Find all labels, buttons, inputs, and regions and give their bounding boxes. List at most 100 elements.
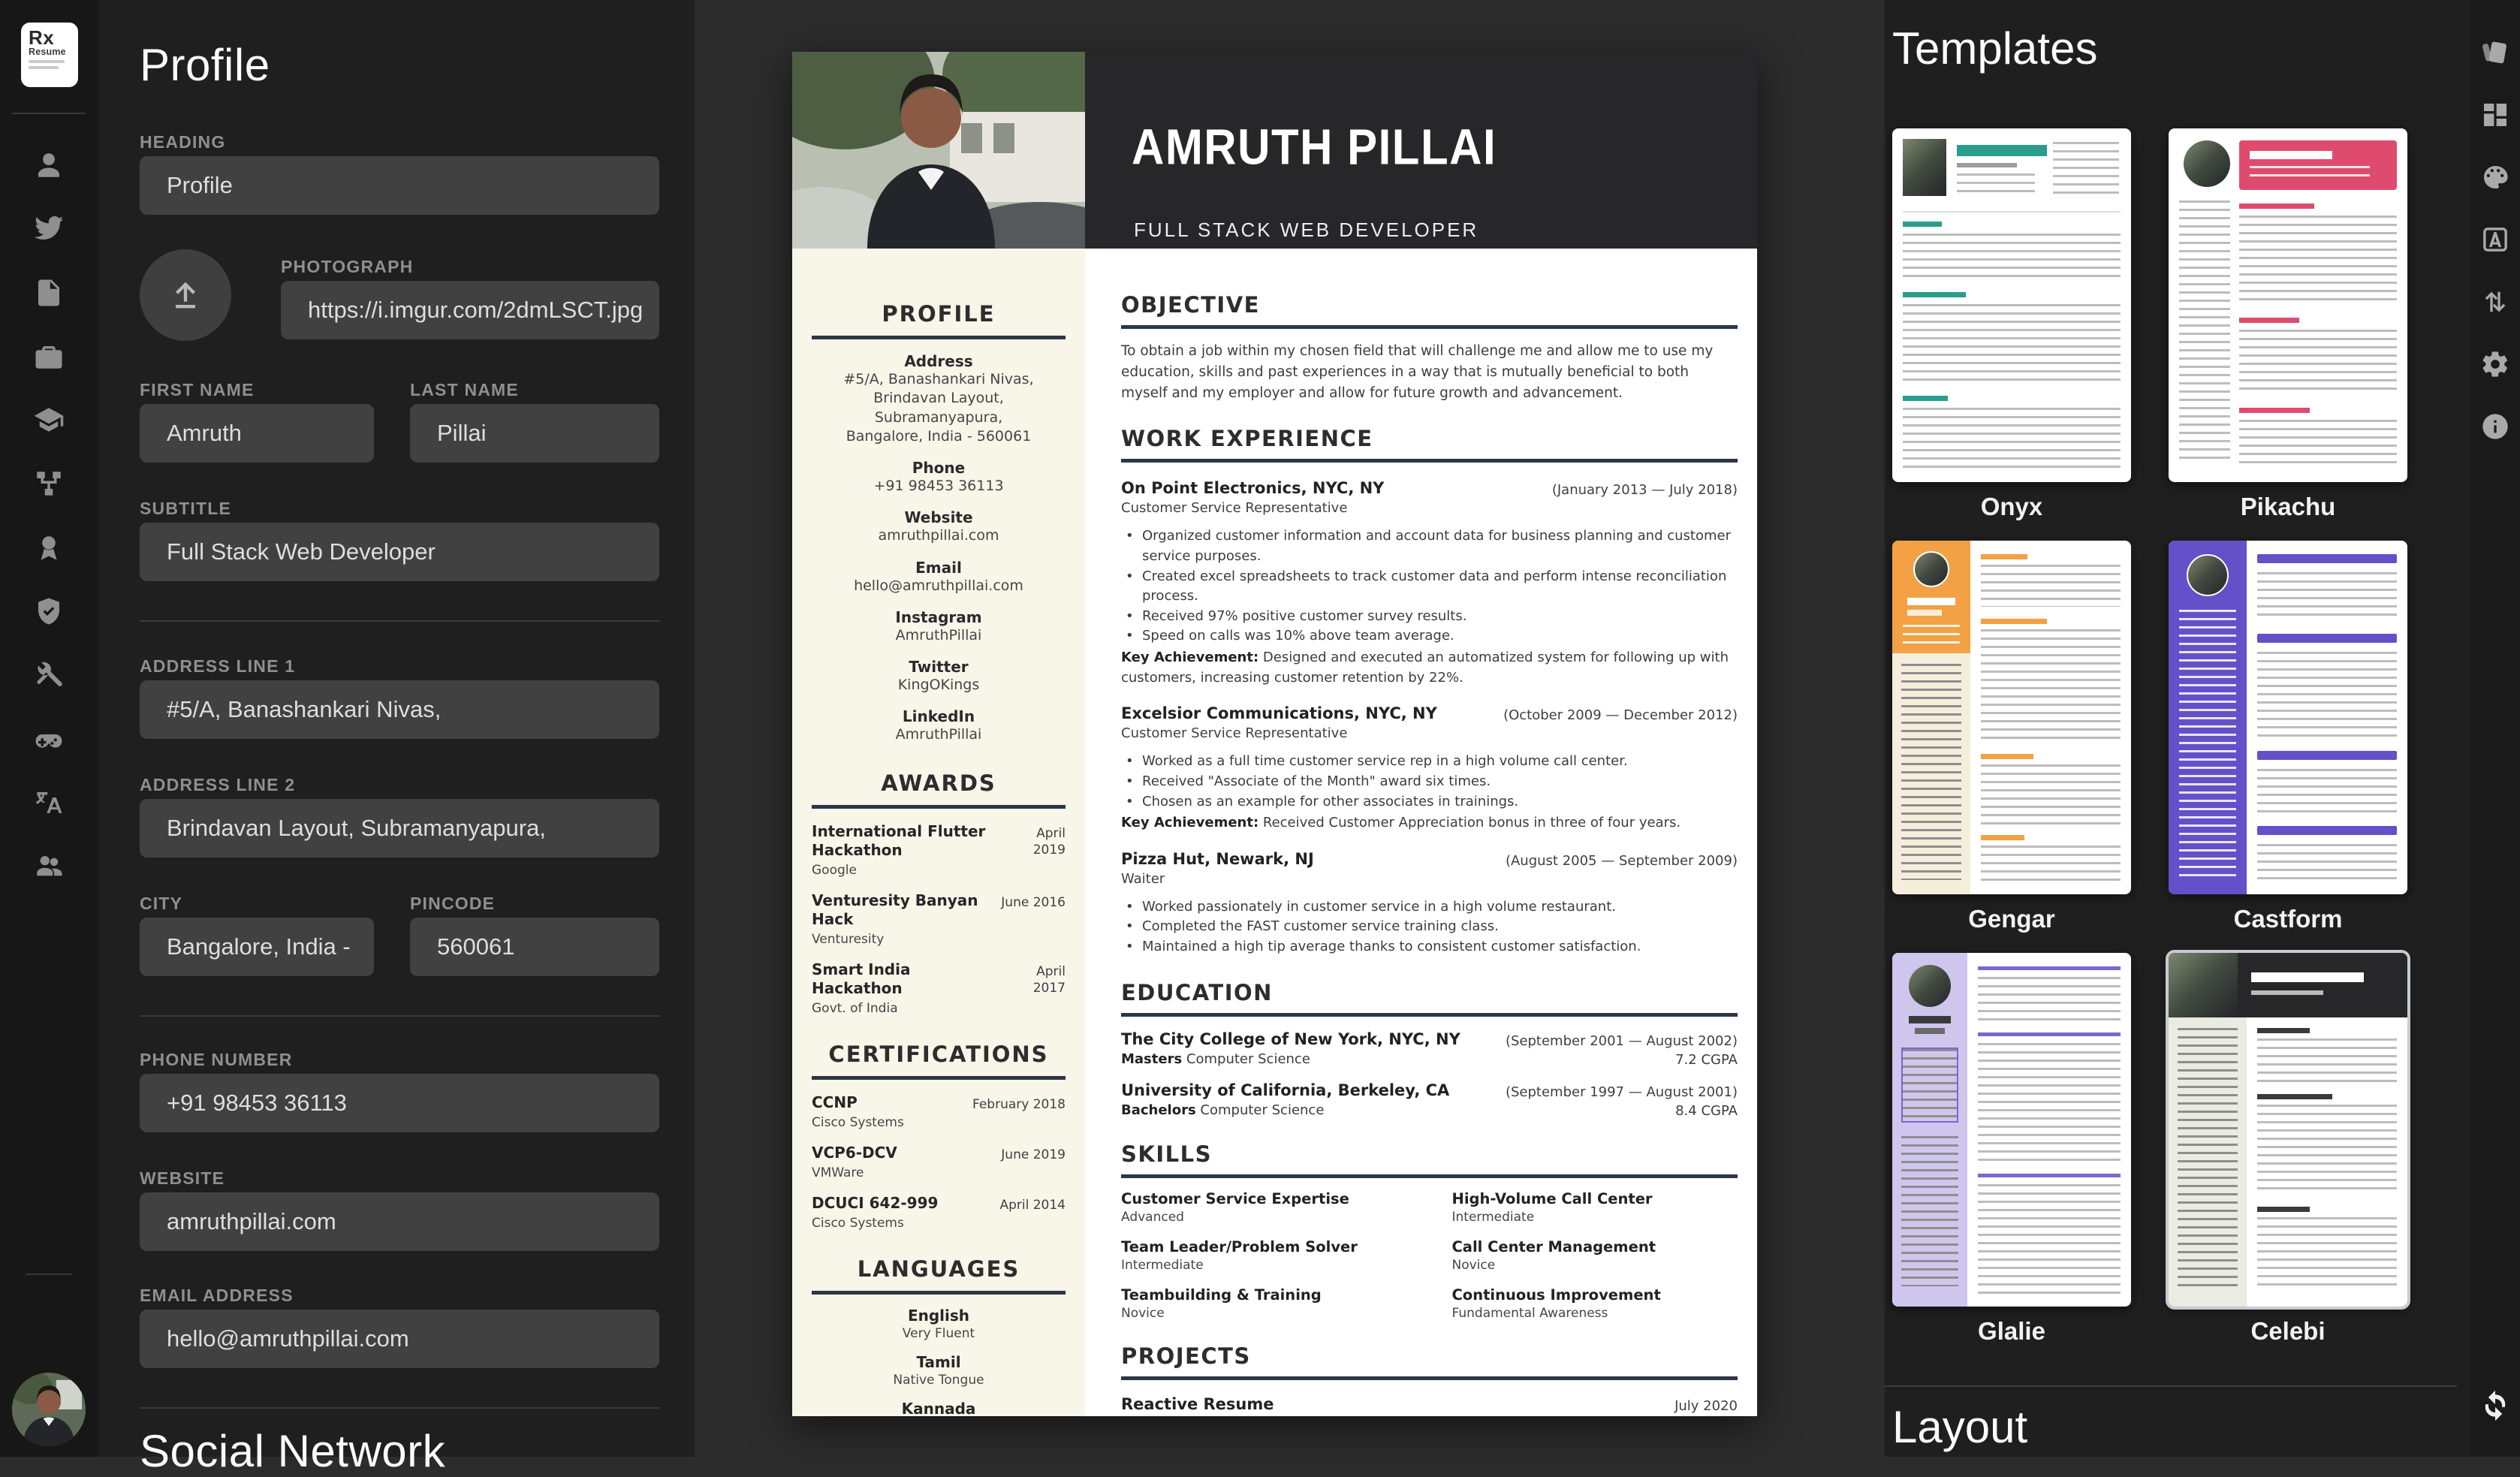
- sidebar-item-hobbies[interactable]: [32, 722, 66, 757]
- last-name-input[interactable]: Pillai: [410, 404, 659, 463]
- cert-name: DCUCI 642-999: [812, 1193, 939, 1212]
- divider: [140, 1015, 659, 1017]
- photograph-label: PHOTOGRAPH: [281, 257, 414, 276]
- job-dates: (January 2013 — July 2018): [1551, 482, 1738, 499]
- sidebar-item-languages[interactable]: [32, 785, 66, 820]
- section-title: WORK EXPERIENCE: [1121, 426, 1373, 452]
- tab-layout[interactable]: [2479, 98, 2512, 131]
- address2-input[interactable]: Brindavan Layout, Subramanyapura,: [140, 799, 659, 858]
- logo-text-resume: Resume: [29, 46, 66, 57]
- decor: [2257, 554, 2397, 563]
- decor: [2053, 142, 2119, 199]
- tab-typography[interactable]: [2479, 223, 2512, 256]
- users-icon: [37, 856, 62, 876]
- decor: [2257, 751, 2397, 760]
- job-bullet: Maintained a high tip average thanks to …: [1121, 937, 1738, 957]
- logo-text-rx: Rx: [29, 26, 55, 49]
- phone-input[interactable]: +91 98453 36113: [140, 1074, 659, 1132]
- project-item: Reactive Resume July 2020 https://github…: [1121, 1395, 1738, 1416]
- layout-grid-icon: [2484, 104, 2506, 126]
- email-input[interactable]: hello@amruthpillai.com: [140, 1310, 659, 1368]
- template-name: Glalie: [1978, 1317, 2045, 1345]
- template-card-gengar[interactable]: Gengar: [1892, 541, 2131, 933]
- website-input[interactable]: amruthpillai.com: [140, 1192, 659, 1251]
- heading-input[interactable]: Profile: [140, 156, 659, 215]
- address1-input[interactable]: #5/A, Banashankari Nivas,: [140, 680, 659, 739]
- first-name-input[interactable]: Amruth: [140, 404, 374, 463]
- language-item: Tamil Native Tongue: [812, 1353, 1066, 1388]
- cert-org: Cisco Systems: [812, 1114, 904, 1130]
- tab-settings[interactable]: [2479, 348, 2512, 381]
- decor: [2257, 634, 2397, 643]
- sidebar-item-objective[interactable]: [32, 276, 66, 310]
- decor: [1903, 292, 1966, 297]
- job-bullet: Completed the FAST customer service trai…: [1121, 917, 1738, 937]
- school-degree: Bachelors Computer Science: [1121, 1102, 1325, 1118]
- cert-date: February 2018: [972, 1096, 1066, 1112]
- section-title: PROFILE: [882, 301, 996, 327]
- sidebar-item-awards[interactable]: [32, 531, 66, 565]
- decor: [1978, 966, 2121, 970]
- tab-templates[interactable]: [2479, 36, 2512, 69]
- sidebar-item-education[interactable]: [32, 402, 66, 437]
- sidebar-item-social[interactable]: [32, 211, 66, 246]
- template-card-glalie[interactable]: Glalie: [1892, 953, 2131, 1346]
- upload-photo-button[interactable]: [140, 249, 231, 341]
- email-label: EMAIL ADDRESS: [140, 1286, 294, 1305]
- tab-colors[interactable]: [2479, 161, 2512, 194]
- photograph-input[interactable]: https://i.imgur.com/2dmLSCT.jpg: [281, 281, 659, 339]
- sidebar-item-work[interactable]: [32, 339, 66, 374]
- twitter-icon: [34, 216, 64, 240]
- template-card-celebi[interactable]: Celebi: [2166, 950, 2410, 1346]
- decor: [1978, 977, 2121, 1022]
- divider: [140, 1407, 659, 1409]
- template-card-onyx[interactable]: Onyx: [1892, 128, 2131, 521]
- decor: [1909, 1016, 1951, 1023]
- job-dates: (August 2005 — September 2009): [1505, 852, 1738, 869]
- entry-value: amruthpillai.com: [878, 527, 999, 544]
- cert-org: Cisco Systems: [812, 1215, 904, 1231]
- job-bullet: Organized customer information and accou…: [1121, 526, 1738, 566]
- section-rule: [1121, 1376, 1738, 1380]
- sync-button[interactable]: [2479, 1389, 2512, 1422]
- sidebar-item-skills[interactable]: [32, 657, 66, 692]
- entry-label: Address: [904, 352, 973, 370]
- briefcase-icon: [35, 346, 62, 369]
- decor: [1903, 408, 2121, 471]
- app-logo[interactable]: Rx Resume: [21, 23, 78, 87]
- pincode-input[interactable]: 560061: [410, 918, 659, 976]
- tab-spacing[interactable]: [2479, 285, 2512, 318]
- sidebar-item-references[interactable]: [32, 849, 66, 884]
- entry-value: hello@amruthpillai.com: [854, 577, 1023, 594]
- tab-about[interactable]: [2479, 410, 2512, 443]
- cert-org: VMWare: [812, 1165, 864, 1180]
- entry-label: Website: [904, 508, 973, 527]
- heading-label: HEADING: [140, 132, 226, 152]
- sidebar-item-certifications[interactable]: [32, 594, 66, 628]
- job-company: Excelsior Communications, NYC, NY: [1121, 704, 1437, 723]
- skill-item: High-Volume Call Center Intermediate: [1451, 1189, 1653, 1225]
- typography-icon: [2483, 228, 2507, 252]
- graduation-cap-icon: [34, 408, 64, 432]
- objective-text: To obtain a job within my chosen field t…: [1121, 343, 1714, 401]
- decor: [1978, 1043, 2121, 1163]
- sidebar-item-profile[interactable]: [32, 148, 66, 182]
- subtitle-input[interactable]: Full Stack Web Developer: [140, 523, 659, 581]
- last-name-label: LAST NAME: [410, 380, 519, 399]
- user-avatar[interactable]: [12, 1373, 86, 1446]
- sidebar-item-projects[interactable]: [32, 466, 66, 501]
- city-input[interactable]: Bangalore, India -: [140, 918, 374, 976]
- template-card-castform[interactable]: Castform: [2169, 541, 2407, 933]
- decor: [2239, 318, 2299, 323]
- section-title: AWARDS: [881, 770, 996, 796]
- language-level: Native Tongue: [893, 1372, 984, 1388]
- decor: [2257, 1217, 2397, 1289]
- skill-item: Continuous Improvement Fundamental Awaren…: [1451, 1286, 1661, 1321]
- address1-label: ADDRESS LINE 1: [140, 656, 296, 676]
- template-card-pikachu[interactable]: Pikachu: [2169, 128, 2407, 521]
- award-org: Govt. of India: [812, 1000, 898, 1016]
- resume-header: AMRUTH PILLAI FULL STACK WEB DEVELOPER: [792, 52, 1757, 249]
- decor: [29, 59, 65, 63]
- decor: [2239, 203, 2314, 209]
- template-thumbnail: [2169, 541, 2407, 894]
